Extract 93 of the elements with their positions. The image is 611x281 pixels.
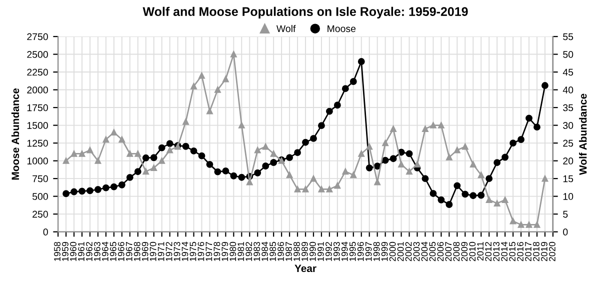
y-tick-label: 250 xyxy=(32,210,48,218)
x-tick-label: 2003 xyxy=(413,242,420,262)
x-tick-label: 1996 xyxy=(357,242,364,261)
y2-tick-label: 15 xyxy=(563,175,574,182)
x-tick-label: 1998 xyxy=(373,242,380,261)
x-tick-label: 1993 xyxy=(333,242,340,261)
x-tick-label: 1980 xyxy=(230,242,236,261)
x-tick-label: 1962 xyxy=(86,242,92,261)
x-tick-label: 2004 xyxy=(421,242,428,262)
legend-label: Moose xyxy=(328,25,356,32)
x-tick-label: 1984 xyxy=(262,242,268,261)
y2-tick-label: 25 xyxy=(563,140,574,147)
y2-tick-label: 50 xyxy=(563,51,574,58)
x-tick-label: 1974 xyxy=(182,242,188,261)
y2-tick-label: 40 xyxy=(562,86,574,94)
x-tick-label: 1994 xyxy=(341,242,348,261)
x-tick-label: 2006 xyxy=(437,242,444,262)
x-tick-label: 1970 xyxy=(150,242,156,261)
x-tick-label: 2008 xyxy=(453,242,460,262)
y-tick-label: 2250 xyxy=(27,68,48,76)
x-tick-label: 2016 xyxy=(517,242,524,262)
x-tick-label: 1966 xyxy=(118,242,124,261)
x-tick-label: 1985 xyxy=(270,242,276,261)
x-tick-label: 1961 xyxy=(78,242,84,261)
x-tick-label: 1967 xyxy=(126,242,132,261)
x-tick-label: 2018 xyxy=(533,242,540,262)
x-tick-label: 2014 xyxy=(501,242,508,262)
x-tick-label: 1979 xyxy=(222,242,228,261)
x-tick-label: 2000 xyxy=(389,242,396,262)
y-tick-label: 2750 xyxy=(27,33,48,40)
y2-tick-label: 45 xyxy=(562,68,574,76)
y2-tick-label: 0 xyxy=(563,228,568,236)
x-tick-label: 1990 xyxy=(310,242,316,261)
x-tick-label: 2013 xyxy=(493,242,500,262)
legend-label: Wolf xyxy=(276,24,296,32)
x-tick-label: 1968 xyxy=(134,242,140,261)
x-tick-label: 1975 xyxy=(190,242,196,261)
y2-tick-label: 20 xyxy=(563,158,574,164)
y-tick-label: 2000 xyxy=(27,86,48,94)
x-tick-label: 2005 xyxy=(429,242,436,262)
y-tick-label: 750 xyxy=(32,175,48,182)
y-axis-title: Moose Abundance xyxy=(11,88,20,180)
x-tick-label: 2009 xyxy=(461,242,468,262)
x-tick-label: 1965 xyxy=(110,242,116,261)
x-tick-label: 1987 xyxy=(286,242,292,261)
y2-tick-label: 10 xyxy=(563,193,574,200)
x-tick-label: 1958 xyxy=(54,242,60,261)
x-tick-label: 1978 xyxy=(214,242,220,261)
x-tick-label: 2010 xyxy=(469,242,476,262)
x-tick-label: 1982 xyxy=(246,242,252,261)
x-tick-label: 2012 xyxy=(485,242,492,262)
y-tick-label: 1750 xyxy=(27,104,48,112)
x-tick-label: 1973 xyxy=(174,242,180,261)
y-tick-label: 1250 xyxy=(27,140,48,147)
x-tick-label: 2017 xyxy=(525,242,532,262)
x-tick-label: 1969 xyxy=(142,242,148,261)
y-tick-label: 2500 xyxy=(27,51,48,58)
x-tick-label: 1988 xyxy=(294,242,300,261)
y2-axis-title: Wolf Abundance xyxy=(579,94,587,175)
y-tick-label: 0 xyxy=(43,228,48,236)
x-tick-label: 1976 xyxy=(198,242,204,261)
x-tick-label: 1963 xyxy=(94,242,100,261)
y2-tick-label: 55 xyxy=(563,33,574,40)
x-tick-label: 2015 xyxy=(509,242,516,262)
x-tick-label: 1986 xyxy=(278,242,284,261)
x-tick-label: 1992 xyxy=(325,242,332,261)
x-tick-label: 1983 xyxy=(254,242,260,261)
x-tick-label: 1971 xyxy=(158,242,164,261)
x-tick-label: 2001 xyxy=(397,242,404,262)
y-tick-label: 1500 xyxy=(27,122,48,129)
x-tick-label: 1964 xyxy=(102,242,108,261)
y2-tick-label: 30 xyxy=(563,122,574,129)
x-tick-label: 2002 xyxy=(405,242,412,262)
x-tick-label: 1960 xyxy=(70,242,76,261)
x-tick-label: 1999 xyxy=(381,242,388,261)
x-tick-label: 1959 xyxy=(62,242,68,261)
y2-tick-label: 5 xyxy=(563,210,568,218)
x-tick-label: 1977 xyxy=(206,242,212,261)
x-tick-label: 1991 xyxy=(317,242,324,261)
x-tick-label: 2019 xyxy=(541,242,548,262)
y-tick-label: 500 xyxy=(32,193,48,200)
chart-title: Wolf and Moose Populations on Isle Royale: 1959-2019 xyxy=(142,6,468,18)
y-tick-label: 1000 xyxy=(27,158,48,164)
x-tick-label: 1995 xyxy=(349,242,356,261)
x-tick-label: 1972 xyxy=(166,242,172,261)
x-axis-title: Year xyxy=(294,264,316,272)
x-tick-label: 2020 xyxy=(548,242,556,262)
x-tick-label: 2011 xyxy=(477,242,484,261)
x-tick-label: 1997 xyxy=(365,242,372,261)
x-tick-label: 1981 xyxy=(238,242,244,261)
y2-tick-label: 35 xyxy=(563,104,574,112)
x-tick-label: 2007 xyxy=(445,242,452,262)
x-tick-label: 1989 xyxy=(302,242,308,261)
